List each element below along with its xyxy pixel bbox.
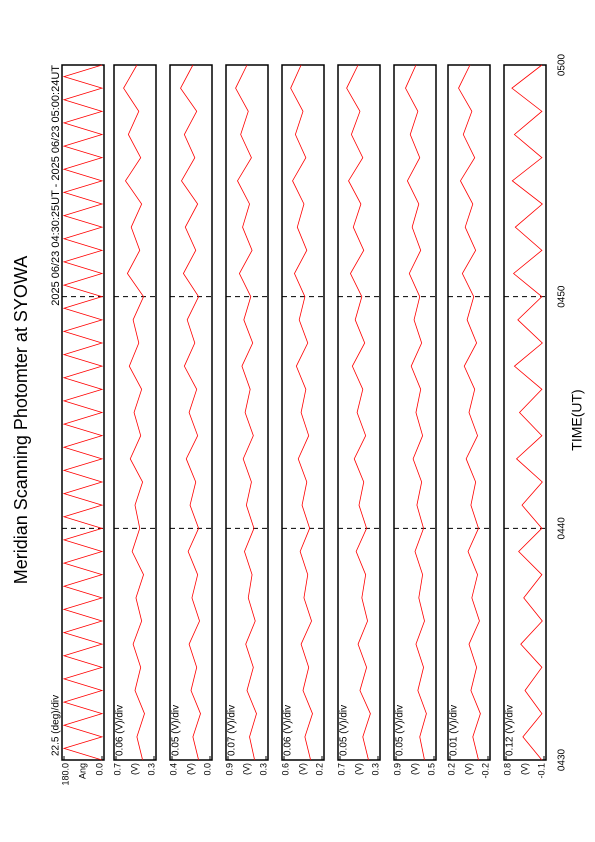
chart-title: Meridian Scanning Photomter at SYOWA	[11, 256, 31, 584]
y-tick-label: 0.6	[280, 763, 290, 776]
panel-frame	[113, 64, 157, 761]
data-line	[290, 64, 313, 761]
y-tick-label: 0.7	[336, 763, 346, 776]
y-axis-label: (V)	[463, 763, 473, 775]
panel-frame	[61, 64, 105, 761]
scale-label: 0.06 (V)/div	[115, 705, 126, 756]
y-tick-label: 0.9	[392, 763, 402, 776]
chart-subtitle: 2025 06/23 04:30:25UT - 2025 06/23 05:00…	[50, 65, 62, 306]
y-tick-label: -0.1	[536, 763, 546, 779]
panel-frame	[225, 64, 269, 761]
y-axis-label: (V)	[129, 763, 139, 775]
y-tick-label: 180.0	[60, 763, 70, 786]
y-axis-label: (V)	[241, 763, 251, 775]
y-tick-label: 0.3	[146, 763, 156, 776]
x-tick-label: 0500	[557, 53, 568, 76]
y-tick-label: 0.2	[446, 763, 456, 776]
y-tick-label: 0.3	[370, 763, 380, 776]
y-tick-label: 0.7	[112, 763, 122, 776]
y-tick-label: 0.3	[258, 763, 268, 776]
y-tick-label: 0.5	[426, 763, 436, 776]
y-axis-label: (V)	[353, 763, 363, 775]
x-axis-label: TIME(UT)	[569, 389, 585, 450]
data-line	[346, 64, 371, 761]
scale-label: 0.05 (V)/div	[395, 705, 406, 756]
data-line	[511, 64, 543, 761]
x-tick-label: 0440	[557, 517, 568, 540]
x-tick-label: 0450	[557, 285, 568, 308]
y-tick-label: 0.0	[202, 763, 212, 776]
y-tick-label: 0.9	[224, 763, 234, 776]
y-tick-label: 0.2	[314, 763, 324, 776]
x-tick-label: 0430	[557, 748, 568, 771]
y-tick-label: 0.0	[94, 763, 104, 776]
panel-frame	[503, 64, 547, 761]
y-axis-label: Ang	[77, 763, 87, 779]
scale-label: 0.05 (V)/div	[339, 705, 350, 756]
data-line	[405, 64, 427, 761]
scale-label: 22.5 (deg)/div	[51, 695, 62, 756]
scale-label: 0.06 (V)/div	[283, 705, 294, 756]
data-line	[123, 64, 145, 761]
panel-frame	[337, 64, 381, 761]
panel-frame	[393, 64, 437, 761]
y-tick-label: 0.8	[502, 763, 512, 776]
y-tick-label: 0.4	[168, 763, 178, 776]
scale-label: 0.07 (V)/div	[227, 705, 238, 756]
scale-label: 0.12 (V)/div	[505, 705, 516, 756]
data-line	[235, 64, 257, 761]
data-line	[458, 64, 481, 761]
panel-frame	[169, 64, 213, 761]
y-axis-label: (V)	[519, 763, 529, 775]
scale-label: 0.05 (V)/div	[171, 705, 182, 756]
data-line	[180, 64, 201, 761]
y-tick-label: -0.2	[480, 763, 490, 779]
data-line	[62, 64, 104, 761]
y-axis-label: (V)	[409, 763, 419, 775]
y-axis-label: (V)	[185, 763, 195, 775]
y-axis-label: (V)	[297, 763, 307, 775]
scale-label: 0.01 (V)/div	[449, 705, 460, 756]
panel-frame	[281, 64, 325, 761]
